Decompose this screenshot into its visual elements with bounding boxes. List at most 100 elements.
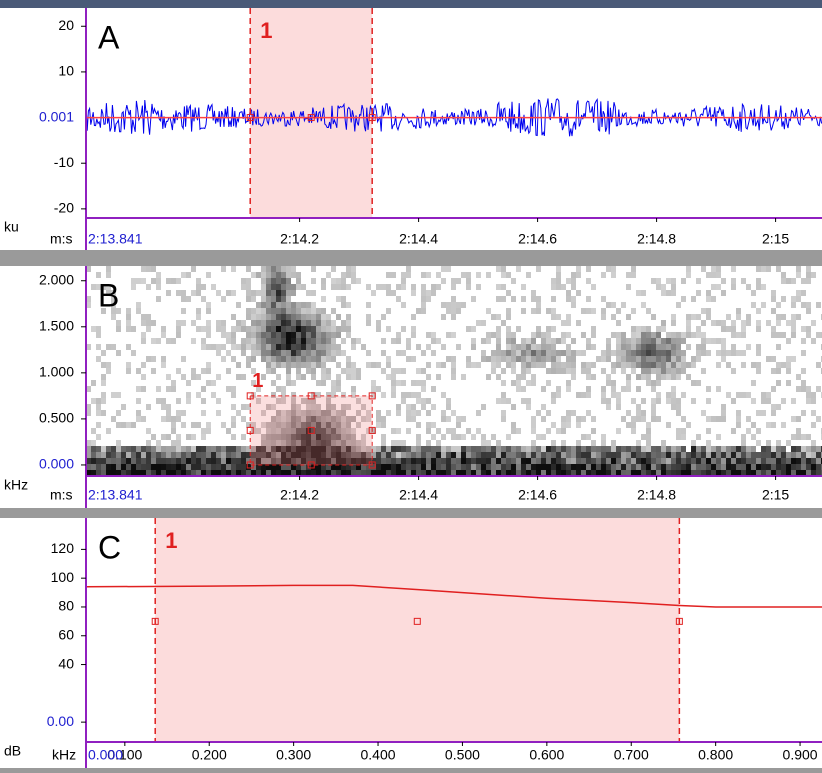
spectrogram-cell bbox=[166, 404, 171, 410]
spectrogram-cell bbox=[796, 374, 801, 380]
spectrogram-cell bbox=[171, 446, 176, 452]
spectrogram-cell bbox=[761, 410, 766, 416]
y-tick-label: 100 bbox=[51, 569, 75, 585]
spectrogram-cell bbox=[346, 440, 351, 446]
spectrogram-cell bbox=[251, 380, 256, 386]
spectrogram-cell bbox=[786, 338, 791, 344]
spectrogram-cell bbox=[636, 326, 641, 332]
spectrogram-cell bbox=[346, 326, 351, 332]
spectrogram-cell bbox=[166, 374, 171, 380]
spectrogram-cell bbox=[106, 428, 111, 434]
spectrogram-cell bbox=[291, 350, 296, 356]
spectrogram-cell bbox=[181, 320, 186, 326]
spectrogram-cell bbox=[386, 464, 391, 470]
spectrogram-cell bbox=[701, 332, 706, 338]
spectrogram-cell bbox=[601, 434, 606, 440]
spectrogram-cell bbox=[216, 470, 221, 476]
spectrogram-cell bbox=[526, 458, 531, 464]
spectrogram-cell bbox=[141, 464, 146, 470]
spectrogram-cell bbox=[156, 458, 161, 464]
spectrogram-cell bbox=[731, 344, 736, 350]
spectrogram-cell bbox=[671, 368, 676, 374]
spectrogram-cell bbox=[556, 266, 561, 272]
spectrogram-cell bbox=[161, 416, 166, 422]
spectrogram-cell bbox=[366, 416, 371, 422]
spectrogram-cell bbox=[736, 392, 741, 398]
spectrogram-cell bbox=[331, 320, 336, 326]
spectrogram-cell bbox=[736, 410, 741, 416]
spectrogram-cell bbox=[286, 344, 291, 350]
spectrogram-cell bbox=[501, 446, 506, 452]
spectrogram-cell bbox=[136, 398, 141, 404]
spectrogram-cell bbox=[181, 272, 186, 278]
spectrogram-cell bbox=[536, 434, 541, 440]
spectrogram-cell bbox=[476, 464, 481, 470]
spectrogram-cell bbox=[86, 302, 91, 308]
spectrogram-cell bbox=[811, 470, 816, 476]
spectrogram-cell bbox=[531, 374, 536, 380]
spectrogram-cell bbox=[271, 278, 276, 284]
spectrogram-cell bbox=[261, 464, 266, 470]
spectrogram-cell bbox=[261, 290, 266, 296]
spectrogram-cell bbox=[176, 320, 181, 326]
spectrogram-cell bbox=[816, 464, 821, 470]
spectrogram-cell bbox=[106, 266, 111, 272]
spectrogram-cell bbox=[516, 344, 521, 350]
spectrogram-cell bbox=[276, 266, 281, 272]
spectrogram-cell bbox=[456, 302, 461, 308]
spectrogram-cell bbox=[601, 368, 606, 374]
spectrogram-cell bbox=[261, 470, 266, 476]
spectrogram-cell bbox=[311, 374, 316, 380]
spectrogram-cell bbox=[671, 404, 676, 410]
spectrogram-cell bbox=[261, 284, 266, 290]
spectrogram-cell bbox=[321, 296, 326, 302]
spectrogram-cell bbox=[726, 314, 731, 320]
y-readout: 0.001 bbox=[39, 108, 74, 124]
spectrogram-cell bbox=[521, 374, 526, 380]
spectrogram-cell bbox=[326, 458, 331, 464]
spectrogram-cell bbox=[441, 362, 446, 368]
spectrogram-cell bbox=[306, 404, 311, 410]
spectrogram-cell bbox=[236, 362, 241, 368]
spectrogram-cell bbox=[136, 386, 141, 392]
spectrogram-cell bbox=[786, 278, 791, 284]
spectrogram-cell bbox=[411, 446, 416, 452]
spectrogram-cell bbox=[396, 410, 401, 416]
spectrogram-cell bbox=[101, 398, 106, 404]
spectrogram-cell bbox=[261, 332, 266, 338]
spectrogram-cell bbox=[166, 470, 171, 476]
spectrogram-cell bbox=[586, 344, 591, 350]
spectrogram-cell bbox=[321, 440, 326, 446]
spectrogram-cell bbox=[811, 446, 816, 452]
spectrogram-cell bbox=[496, 440, 501, 446]
spectrogram-cell bbox=[726, 458, 731, 464]
spectrogram-cell bbox=[251, 296, 256, 302]
spectrogram-cell bbox=[266, 362, 271, 368]
spectrogram-cell bbox=[766, 452, 771, 458]
spectrogram-cell bbox=[461, 446, 466, 452]
spectrogram-cell bbox=[376, 452, 381, 458]
spectrogram-cell bbox=[811, 398, 816, 404]
spectrogram-cell bbox=[566, 446, 571, 452]
spectrogram-cell bbox=[206, 458, 211, 464]
spectrogram-cell bbox=[436, 272, 441, 278]
spectrogram-cell bbox=[296, 374, 301, 380]
spectrogram-cell bbox=[261, 458, 266, 464]
spectrogram-cell bbox=[221, 464, 226, 470]
spectrogram-cell bbox=[411, 326, 416, 332]
spectrogram-cell bbox=[671, 314, 676, 320]
spectrogram-cell bbox=[806, 272, 811, 278]
spectrogram-cell bbox=[741, 458, 746, 464]
spectrogram-cell bbox=[711, 338, 716, 344]
spectrogram-cell bbox=[346, 470, 351, 476]
spectrogram-cell bbox=[766, 266, 771, 272]
spectrogram-cell bbox=[691, 464, 696, 470]
selection-handle bbox=[675, 617, 683, 625]
spectrogram-cell bbox=[286, 266, 291, 272]
spectrogram-cell bbox=[646, 464, 651, 470]
spectrogram-cell bbox=[131, 422, 136, 428]
spectrogram-cell bbox=[391, 458, 396, 464]
spectrogram-cell bbox=[111, 392, 116, 398]
spectrogram-cell bbox=[246, 314, 251, 320]
spectrogram-cell bbox=[426, 344, 431, 350]
